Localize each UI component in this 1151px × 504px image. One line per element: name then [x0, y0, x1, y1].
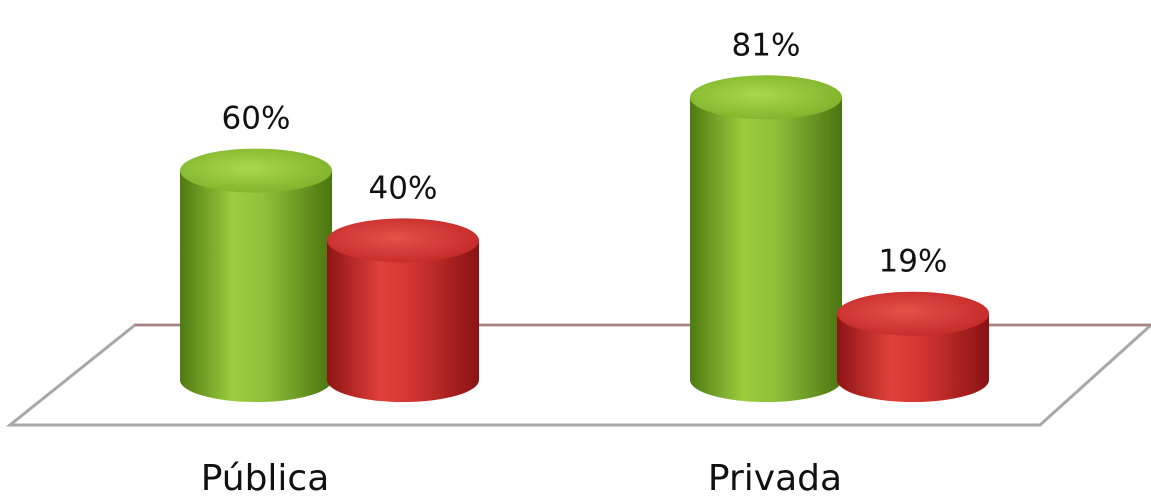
bar-privada-green-body	[690, 97, 842, 402]
bar-privada-red-body	[837, 313, 989, 402]
bars-group: 60% 40% 81% 19%	[180, 27, 989, 402]
bar-publica-red-top	[327, 218, 479, 263]
data-label-privada-green: 81%	[732, 27, 801, 63]
data-label-publica-red: 40%	[369, 170, 438, 206]
category-label-privada: Privada	[707, 458, 843, 499]
bar-privada-red	[837, 291, 989, 402]
category-label-publica: Pública	[200, 458, 330, 499]
bar-publica-red	[327, 218, 479, 402]
data-label-publica-green: 60%	[222, 101, 291, 137]
bar-privada-green-top	[690, 75, 842, 120]
bar-privada-red-top	[837, 291, 989, 336]
bar-publica-green-top	[180, 148, 332, 193]
bar-publica-green-body	[180, 170, 332, 402]
bar-privada-green	[690, 75, 842, 402]
bar-publica-green	[180, 148, 332, 402]
bar-publica-red-body	[327, 240, 479, 402]
data-label-privada-red: 19%	[879, 244, 948, 280]
